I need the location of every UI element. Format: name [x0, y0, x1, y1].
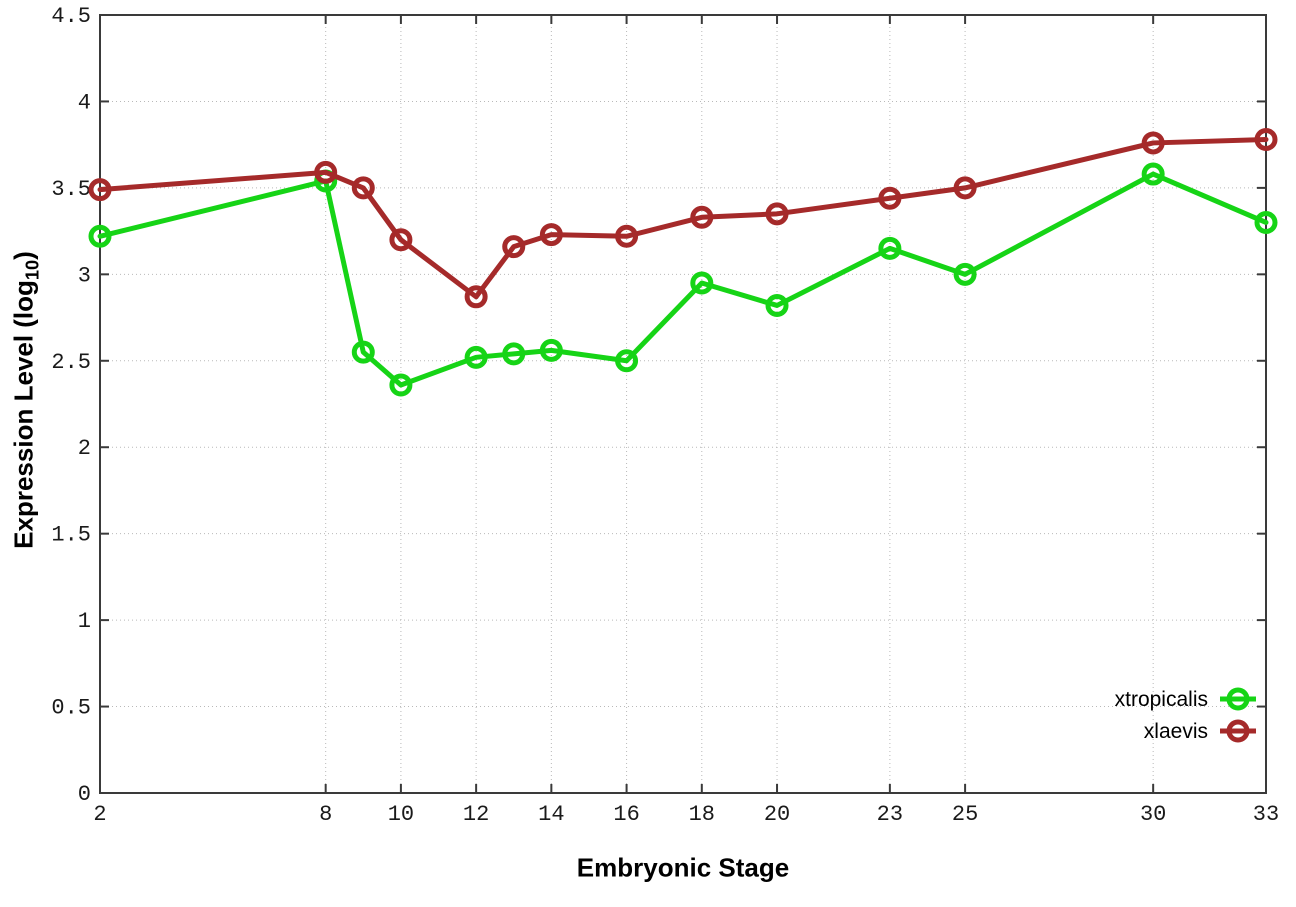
y-tick-label: 0.5: [51, 696, 91, 721]
x-tick-label: 25: [952, 802, 978, 827]
data-point-xlaevis: [88, 178, 112, 202]
plot-border: [99, 14, 1267, 794]
data-point-xlaevis: [1141, 131, 1165, 155]
legend-marker-xlaevis: [1226, 719, 1250, 743]
y-tick-label: 4.5: [51, 4, 91, 29]
x-tick-label: 12: [463, 802, 489, 827]
series-line-xlaevis: [97, 136, 1269, 300]
data-point-xlaevis: [1254, 127, 1278, 151]
data-point-xtropicalis: [615, 349, 639, 373]
data-point-xlaevis: [502, 235, 526, 259]
data-point-xtropicalis: [1254, 210, 1278, 234]
x-tick-label: 8: [319, 802, 332, 827]
data-point-xtropicalis: [878, 236, 902, 260]
data-point-xtropicalis: [389, 373, 413, 397]
data-point-xlaevis: [953, 176, 977, 200]
data-point-xlaevis: [464, 285, 488, 309]
data-point-xtropicalis: [765, 293, 789, 317]
x-tick-label: 2: [93, 802, 106, 827]
data-point-xlaevis: [690, 205, 714, 229]
y-axis-title-suffix: ): [8, 251, 39, 260]
x-tick-label: 14: [538, 802, 564, 827]
data-point-xlaevis: [765, 202, 789, 226]
legend-label-xlaevis: xlaevis: [1144, 720, 1208, 743]
x-tick-label: 18: [689, 802, 715, 827]
legend-marker-xtropicalis: [1226, 687, 1250, 711]
data-point-xlaevis: [539, 223, 563, 247]
data-point-xtropicalis: [502, 342, 526, 366]
data-point-xlaevis: [389, 228, 413, 252]
data-point-xtropicalis: [351, 340, 375, 364]
x-tick-label: 30: [1140, 802, 1166, 827]
data-point-xtropicalis: [1141, 162, 1165, 186]
data-point-xtropicalis: [953, 262, 977, 286]
data-point-xlaevis: [351, 176, 375, 200]
y-axis-title: Expression Level (log10): [8, 251, 43, 549]
y-tick-label: 0: [78, 782, 91, 807]
data-point-xlaevis: [878, 186, 902, 210]
x-tick-label: 16: [613, 802, 639, 827]
data-point-xtropicalis: [464, 345, 488, 369]
series-line-xtropicalis: [97, 171, 1269, 388]
data-point-xtropicalis: [88, 224, 112, 248]
legend-label-xtropicalis: xtropicalis: [1115, 688, 1208, 711]
data-point-xlaevis: [615, 224, 639, 248]
y-tick-label: 2: [78, 436, 91, 461]
data-point-xtropicalis: [690, 271, 714, 295]
y-tick-label: 1: [78, 609, 91, 634]
x-tick-label: 10: [388, 802, 414, 827]
y-tick-label: 3.5: [51, 177, 91, 202]
x-tick-label: 20: [764, 802, 790, 827]
x-tick-label: 33: [1253, 802, 1279, 827]
y-tick-label: 4: [78, 90, 91, 115]
data-point-xtropicalis: [539, 338, 563, 362]
y-tick-label: 1.5: [51, 523, 91, 548]
y-axis-title-subscript: 10: [22, 259, 43, 281]
x-axis-title: Embryonic Stage: [576, 852, 790, 883]
data-point-xlaevis: [314, 160, 338, 184]
x-tick-label: 23: [877, 802, 903, 827]
y-tick-label: 2.5: [51, 350, 91, 375]
y-axis-title-prefix: Expression Level (log: [8, 280, 39, 549]
y-tick-label: 3: [78, 263, 91, 288]
